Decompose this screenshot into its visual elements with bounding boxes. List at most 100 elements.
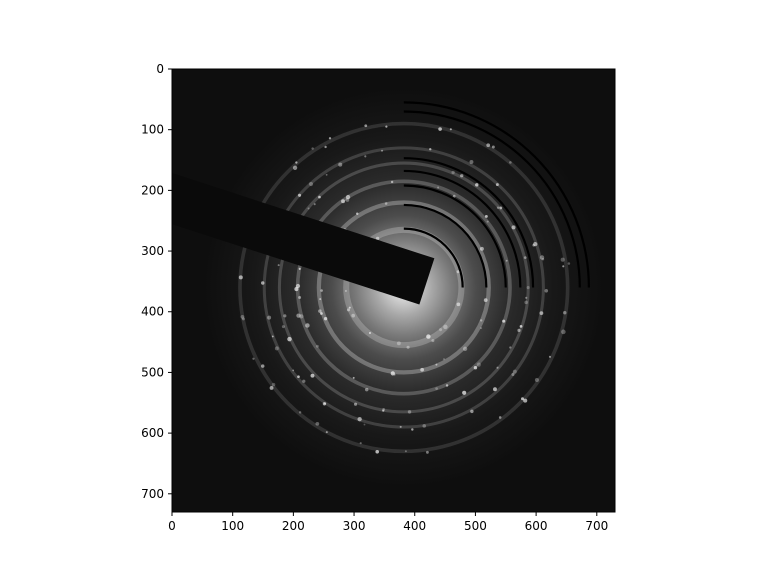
diffraction-spot <box>356 212 359 215</box>
diffraction-spot <box>399 425 402 428</box>
diffraction-spot <box>308 181 314 187</box>
diffraction-spot <box>486 143 491 148</box>
diffraction-spot <box>480 327 483 330</box>
diffraction-spot <box>271 382 276 387</box>
diffraction-spot <box>390 180 394 184</box>
diffraction-spot <box>315 344 319 348</box>
diffraction-spot <box>375 449 380 454</box>
overlay-arc <box>403 184 507 288</box>
diffraction-spot <box>429 148 432 151</box>
diffraction-spot <box>364 155 367 158</box>
diffraction-spot <box>469 160 474 164</box>
diffraction-spot <box>509 161 512 164</box>
diffraction-spot <box>320 312 323 315</box>
diffraction-spot <box>561 329 566 335</box>
plot-area <box>172 69 615 512</box>
diffraction-spot <box>520 397 524 401</box>
diffraction-spot <box>261 281 265 285</box>
diffraction-spot <box>364 124 368 128</box>
diffraction-spot <box>460 174 464 178</box>
diffraction-spot <box>442 358 446 361</box>
diffraction-ring <box>277 161 530 414</box>
y-tick-label: 700 <box>141 487 164 501</box>
diffraction-spot <box>562 265 565 268</box>
diffraction-spot <box>486 220 489 223</box>
diffraction-spot <box>298 267 301 270</box>
diffraction-spot <box>359 442 362 445</box>
diffraction-spot <box>426 334 431 339</box>
diffraction-spot <box>439 328 443 332</box>
diffraction-ring <box>262 146 545 429</box>
diffraction-spot <box>382 409 385 412</box>
diffraction-spot <box>406 345 410 349</box>
x-tick-label: 600 <box>525 519 548 533</box>
y-axis: 0 100 200 300 400 500 600 700 <box>141 62 172 501</box>
diffraction-spot <box>499 206 503 210</box>
diffraction-spot <box>352 376 355 379</box>
diffraction-spot <box>287 336 292 342</box>
diffraction-spot <box>435 387 438 390</box>
diffraction-spot <box>381 149 383 152</box>
diffraction-spot <box>532 243 536 247</box>
diffraction-spot <box>451 170 455 175</box>
diffraction-spot <box>241 317 245 321</box>
diffraction-spot <box>283 314 287 318</box>
diffraction-spot <box>511 225 516 230</box>
diffraction-spot <box>267 315 272 320</box>
diffraction-spot <box>475 183 479 187</box>
diffraction-spot <box>298 193 302 197</box>
diffraction-spot <box>295 161 298 164</box>
diffraction-spot <box>315 421 320 426</box>
diffraction-spot <box>357 416 362 422</box>
diffraction-spot <box>322 402 327 406</box>
diffraction-spot <box>493 387 497 392</box>
diffraction-spot <box>292 369 295 372</box>
diffraction-spot <box>517 328 521 332</box>
diffraction-spot <box>238 275 243 280</box>
diffraction-spot <box>456 270 460 274</box>
diffraction-spot <box>407 410 412 414</box>
diffraction-spot <box>318 309 322 313</box>
diffraction-spot <box>473 365 478 370</box>
diffraction-spot <box>310 373 315 378</box>
x-tick-label: 0 <box>168 519 176 533</box>
diffraction-spot <box>325 173 328 176</box>
diffraction-spot <box>539 311 544 316</box>
diffraction-spot <box>348 306 351 309</box>
diffraction-spot <box>470 409 474 414</box>
diffraction-spot <box>496 366 499 369</box>
diffraction-spot <box>526 286 530 290</box>
diffraction-spot <box>299 314 304 319</box>
diffraction-spot <box>539 255 545 260</box>
diffraction-spot <box>363 423 366 426</box>
diffraction-spot <box>411 428 414 431</box>
diffraction-spot <box>511 372 515 376</box>
diffraction-spot <box>311 147 314 150</box>
diffraction-spot <box>271 335 274 338</box>
x-tick-label: 500 <box>464 519 487 533</box>
diffraction-spot <box>346 308 350 312</box>
diffraction-spot <box>548 355 552 358</box>
diffraction-spot <box>281 325 285 329</box>
diffraction-spot <box>345 198 350 202</box>
overlay-arcs <box>403 101 591 288</box>
diffraction-ring <box>343 226 465 349</box>
diffraction-spot <box>305 323 310 328</box>
diffraction-spot <box>567 262 571 265</box>
diffraction-spot <box>240 314 245 319</box>
diffraction-rings <box>238 121 570 454</box>
diffraction-spot <box>426 450 429 454</box>
diffraction-spot <box>498 416 502 419</box>
diffraction-spot <box>495 183 499 187</box>
diffraction-spot <box>328 137 332 140</box>
diffraction-spot <box>292 165 298 170</box>
diffraction-spot <box>534 377 539 382</box>
diffraction-spot <box>438 127 442 131</box>
diffraction-spot <box>525 296 528 299</box>
overlay-arc <box>403 227 464 288</box>
diffraction-spot <box>502 319 506 323</box>
diffraction-spot <box>298 295 302 299</box>
diffraction-spot <box>313 203 316 206</box>
diffraction-spot <box>323 317 328 321</box>
overlay-arc <box>403 157 535 288</box>
